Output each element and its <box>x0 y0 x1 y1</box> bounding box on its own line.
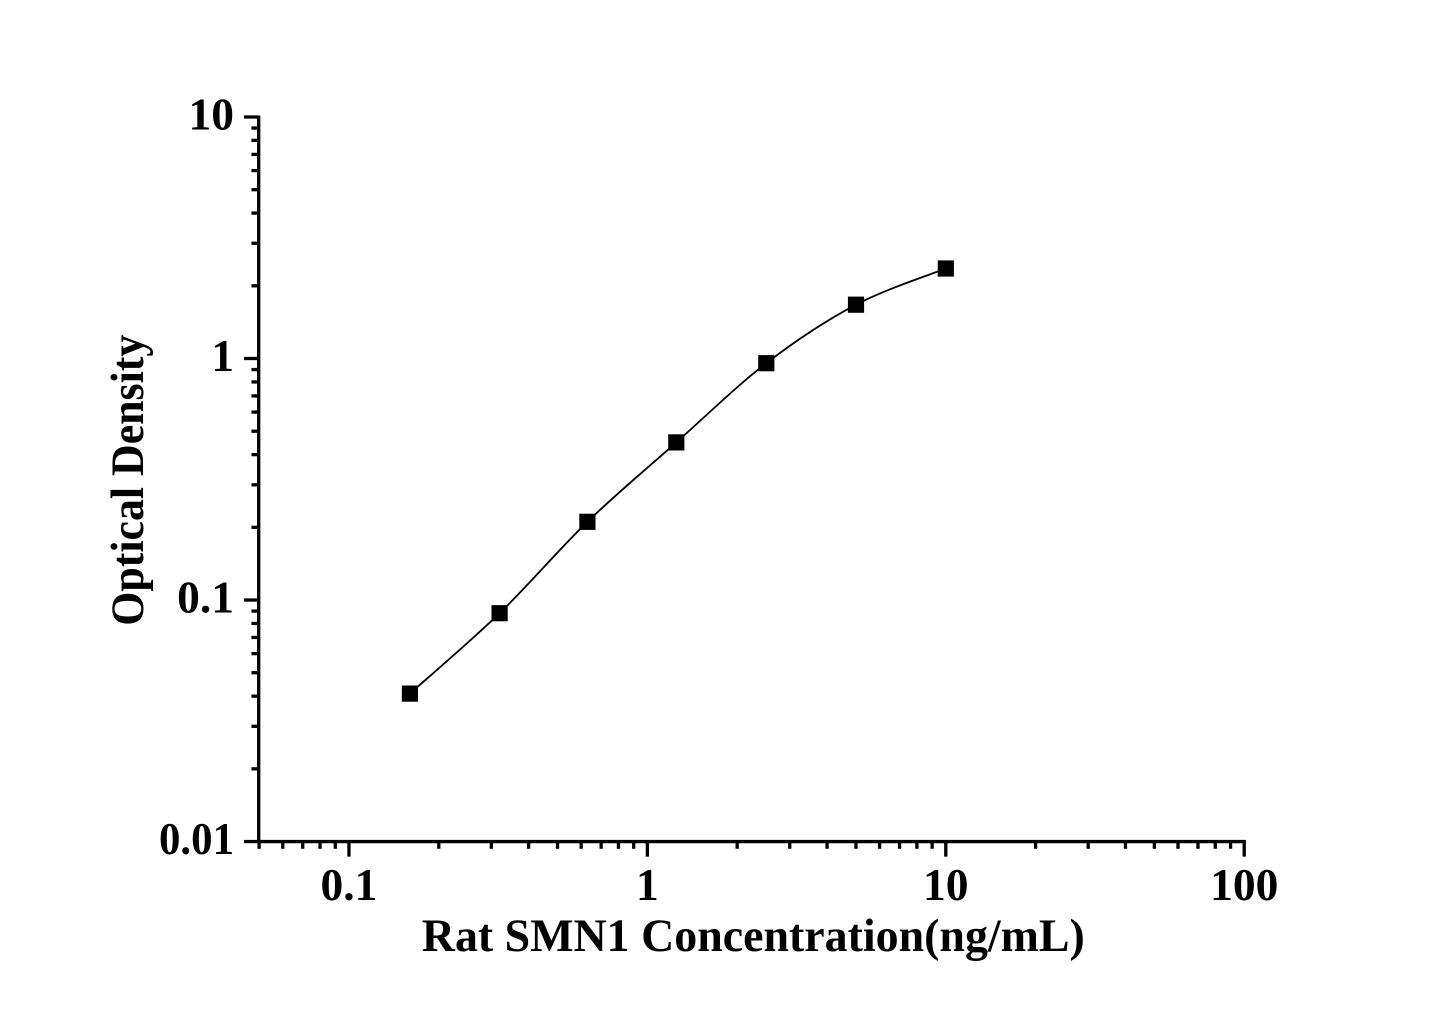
svg-text:10: 10 <box>923 859 969 910</box>
svg-text:0.1: 0.1 <box>321 859 378 910</box>
svg-text:0.01: 0.01 <box>159 813 234 864</box>
svg-text:100: 100 <box>1210 859 1278 910</box>
svg-text:Rat SMN1 Concentration(ng/mL): Rat SMN1 Concentration(ng/mL) <box>422 911 1085 962</box>
svg-text:10: 10 <box>189 89 235 140</box>
svg-text:Optical Density: Optical Density <box>103 335 154 626</box>
svg-text:1: 1 <box>211 330 234 381</box>
svg-text:0.1: 0.1 <box>177 572 234 623</box>
svg-text:1: 1 <box>636 859 659 910</box>
